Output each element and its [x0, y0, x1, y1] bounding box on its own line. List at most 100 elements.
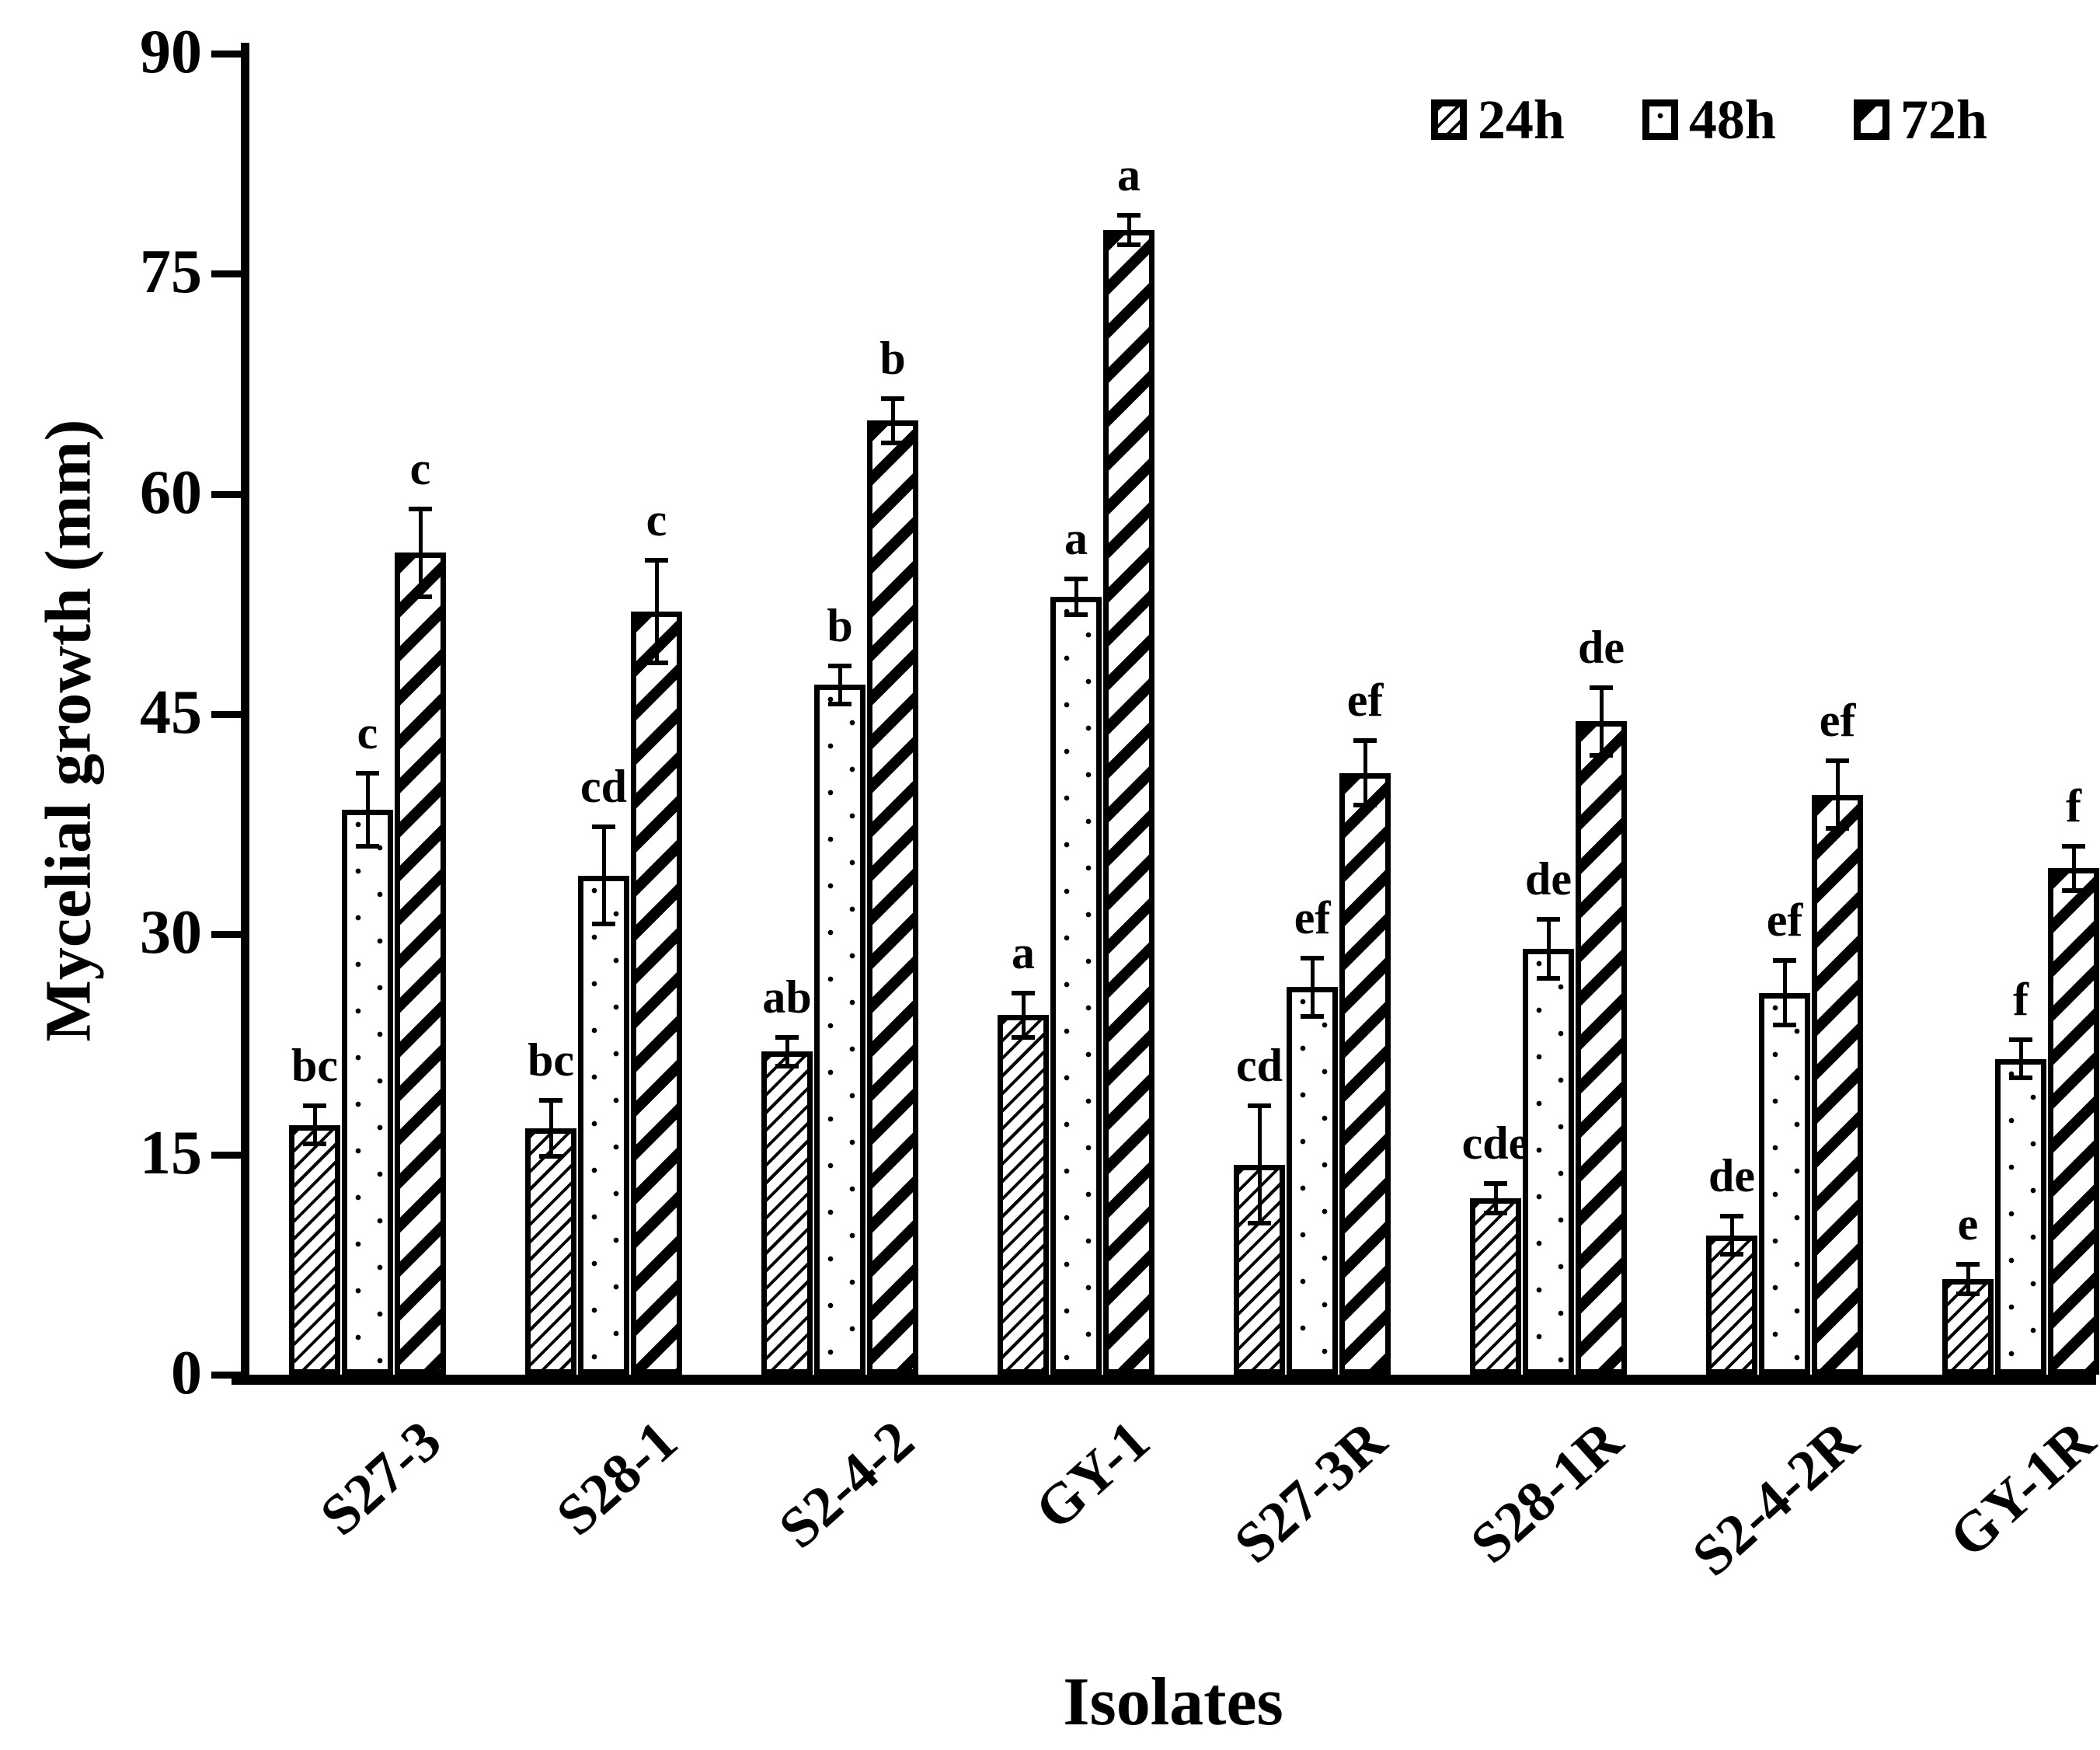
sig-letter: c: [357, 706, 378, 758]
error-bar-cap-top: [2062, 843, 2085, 849]
error-bar-cap-top: [1537, 917, 1560, 922]
error-bar: [838, 665, 842, 704]
sig-letter: f: [2066, 779, 2081, 831]
bar-24h-GY-1: [998, 1015, 1049, 1375]
bar-72h-S28-1: [631, 611, 682, 1375]
error-bar: [654, 560, 659, 663]
sig-letter: a: [1012, 926, 1035, 978]
error-bar-cap-top: [1590, 685, 1613, 690]
error-bar-cap-top: [2009, 1037, 2032, 1043]
bar-72h-S27-3R: [1339, 772, 1391, 1375]
legend-item-24h: 24h: [1430, 89, 1565, 151]
x-tick-label-S27-3R: S27-3R: [1222, 1408, 1398, 1576]
legend: 24h 48h 72h: [1430, 89, 1987, 151]
error-bar-cap-top: [1484, 1181, 1507, 1187]
legend-item-72h: 72h: [1853, 89, 1987, 151]
error-bar: [1546, 919, 1551, 978]
y-tick-label: 15: [140, 1118, 202, 1187]
sig-letter: c: [646, 493, 667, 546]
error-bar: [1493, 1184, 1498, 1214]
error-bar: [1021, 992, 1026, 1037]
bar-48h-S28-1: [578, 875, 629, 1375]
bar-48h-S2-4-2: [814, 685, 865, 1375]
sig-letter: ef: [1294, 891, 1331, 943]
error-bar: [2018, 1040, 2023, 1079]
error-bar-cap-top: [881, 396, 904, 401]
legend-label: 72h: [1900, 89, 1987, 151]
sig-letter: de: [1578, 621, 1625, 673]
error-bar-cap-top: [1117, 212, 1141, 218]
error-bar-cap-bottom: [1956, 1292, 1980, 1297]
error-bar-cap-bottom: [1537, 975, 1560, 981]
y-tick-label: 30: [140, 898, 202, 967]
error-bar-cap-top: [303, 1103, 326, 1109]
x-tick-label-S2-4-2R: S2-4-2R: [1680, 1408, 1871, 1589]
error-bar-cap-top: [775, 1034, 799, 1040]
diagonal-hatch-fine-swatch-icon: [1430, 99, 1467, 140]
sig-letter: a: [1064, 513, 1088, 565]
y-tick-label: 90: [140, 17, 202, 86]
error-bar-cap-top: [356, 770, 379, 776]
error-bar-cap-bottom: [2062, 887, 2085, 893]
error-bar-cap-top: [409, 506, 432, 511]
x-tick-label-S2-4-2: S2-4-2: [766, 1408, 926, 1561]
sig-letter: de: [1525, 853, 1572, 905]
x-tick-label-GY-1: GY-1: [1023, 1408, 1162, 1543]
x-axis-line: [232, 1375, 2096, 1385]
sig-letter: ab: [762, 971, 812, 1023]
sig-letter: b: [879, 332, 906, 384]
bar-24h-S2-4-2R: [1706, 1235, 1757, 1375]
x-tick-label-S28-1R: S28-1R: [1458, 1408, 1635, 1576]
y-tick-label: 60: [140, 458, 202, 527]
x-tick-label-S27-3: S27-3: [308, 1408, 454, 1548]
bar-72h-S2-4-2: [867, 420, 918, 1375]
bar-24h-S28-1: [525, 1128, 576, 1375]
error-bar-cap-bottom: [1117, 242, 1141, 247]
diagonal-stripes-bold-swatch-icon: [1853, 99, 1889, 140]
bar-72h-S27-3: [395, 553, 446, 1375]
error-bar-cap-bottom: [592, 922, 615, 927]
bar-72h-GY-1: [1103, 229, 1154, 1375]
error-bar-cap-bottom: [1301, 1014, 1324, 1020]
error-bar-cap-top: [539, 1097, 562, 1103]
y-tick-label: 45: [140, 678, 202, 747]
x-tick-label-S28-1: S28-1: [545, 1408, 690, 1548]
error-bar-cap-top: [645, 557, 668, 563]
x-axis-title: Isolates: [1063, 1665, 1283, 1740]
error-bar: [785, 1037, 789, 1067]
bar-72h-GY-1R: [2048, 868, 2099, 1375]
y-tick: [211, 270, 249, 278]
legend-item-48h: 48h: [1642, 92, 1776, 148]
error-bar: [1599, 687, 1604, 755]
y-tick: [211, 1151, 249, 1159]
sig-letter: cd: [580, 761, 627, 813]
y-tick: [211, 50, 249, 58]
error-bar-cap-bottom: [881, 440, 904, 445]
error-bar: [601, 827, 606, 925]
sig-letter: bc: [291, 1040, 338, 1092]
error-bar: [418, 508, 423, 597]
x-tick-label-GY-1R: GY-1R: [1937, 1408, 2100, 1570]
bar-24h-S2-4-2: [761, 1051, 813, 1375]
bar-48h-S27-3R: [1287, 987, 1338, 1375]
error-bar-cap-bottom: [1720, 1252, 1743, 1257]
error-bar: [365, 772, 370, 846]
error-bar: [312, 1106, 317, 1145]
bar-72h-S28-1R: [1576, 721, 1627, 1375]
error-bar: [2071, 845, 2076, 891]
error-bar: [1835, 761, 1840, 829]
error-bar-cap-top: [1353, 737, 1377, 743]
sig-letter: b: [827, 599, 853, 651]
sig-letter: de: [1708, 1149, 1755, 1201]
error-bar: [1074, 579, 1078, 615]
error-bar-cap-top: [1248, 1103, 1271, 1109]
error-bar: [1966, 1264, 1970, 1295]
sig-letter: bc: [528, 1034, 574, 1086]
y-tick: [211, 490, 249, 498]
error-bar-cap-bottom: [1773, 1023, 1796, 1028]
legend-label: 24h: [1477, 89, 1565, 151]
error-bar-cap-bottom: [1484, 1211, 1507, 1216]
error-bar: [1310, 957, 1315, 1017]
error-bar: [1257, 1106, 1262, 1224]
